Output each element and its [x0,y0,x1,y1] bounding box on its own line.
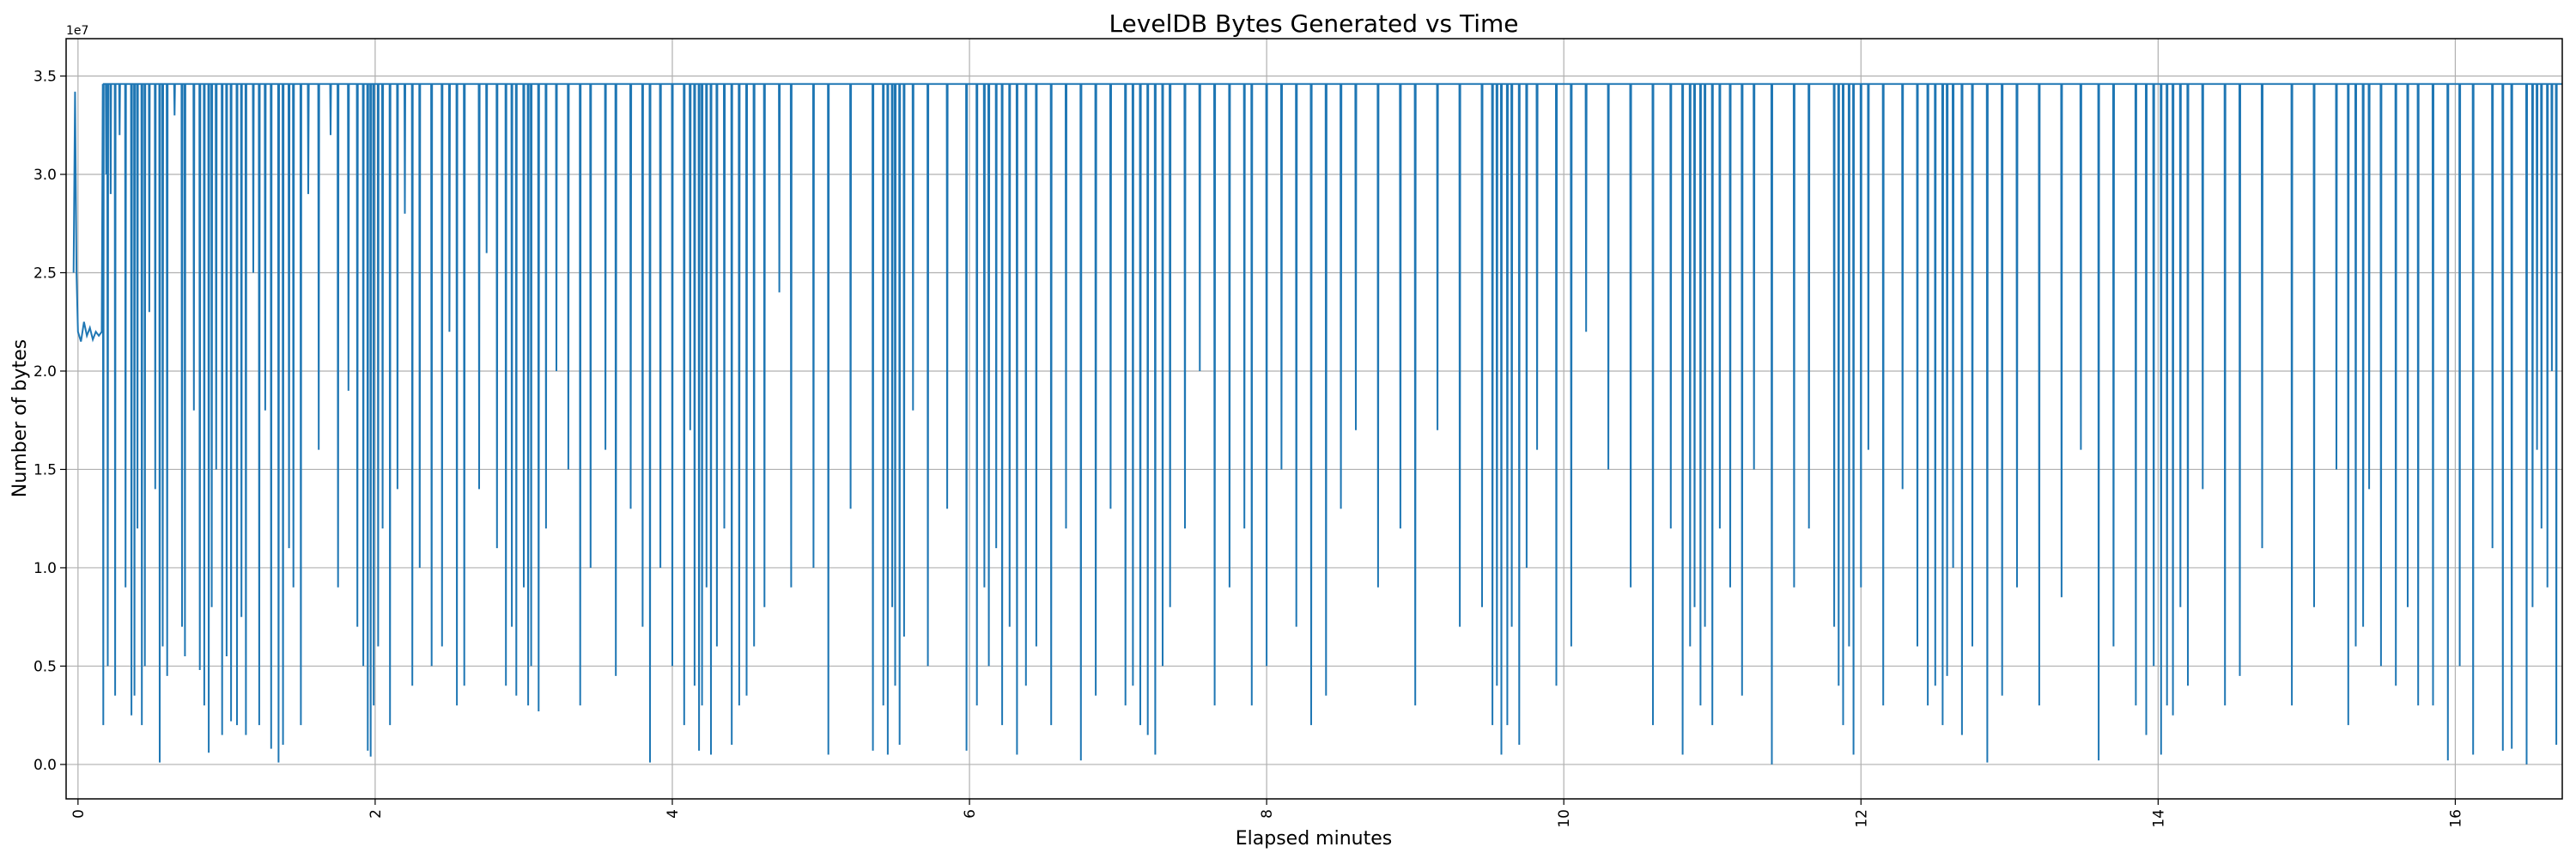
y-tick-label: 1.0 [33,560,57,577]
series-line [72,82,2562,765]
y-tick-label: 2.5 [33,265,57,282]
x-tick-label: 4 [665,809,682,819]
x-tick-label: 16 [2447,809,2464,828]
x-tick-label: 12 [1853,809,1870,828]
y-tick-label: 0.5 [33,658,57,675]
x-tick-label: 14 [2150,809,2167,828]
y-tick-label: 3.0 [33,167,57,184]
y-ticks: 0.0 0.5 1.0 1.5 2.0 2.5 3.0 3.5 [33,69,66,774]
x-tick-label: 10 [1556,809,1573,828]
x-tick-label: 6 [962,809,979,819]
y-axis-label: Number of bytes [9,339,31,497]
x-ticks: 0 2 4 6 8 10 12 14 16 [70,799,2464,828]
y-tick-label: 3.5 [33,69,57,86]
plot-frame [65,38,2563,800]
x-tick-label: 2 [368,809,385,819]
y-offset-text: 1e7 [66,24,88,38]
x-tick-label: 0 [70,809,88,819]
chart-title: LevelDB Bytes Generated vs Time [1109,9,1518,38]
y-tick-label: 1.5 [33,461,57,478]
x-axis-label: Elapsed minutes [1236,828,1392,850]
y-tick-label: 2.0 [33,363,57,381]
x-tick-label: 8 [1259,809,1276,819]
y-tick-label: 0.0 [33,757,57,774]
